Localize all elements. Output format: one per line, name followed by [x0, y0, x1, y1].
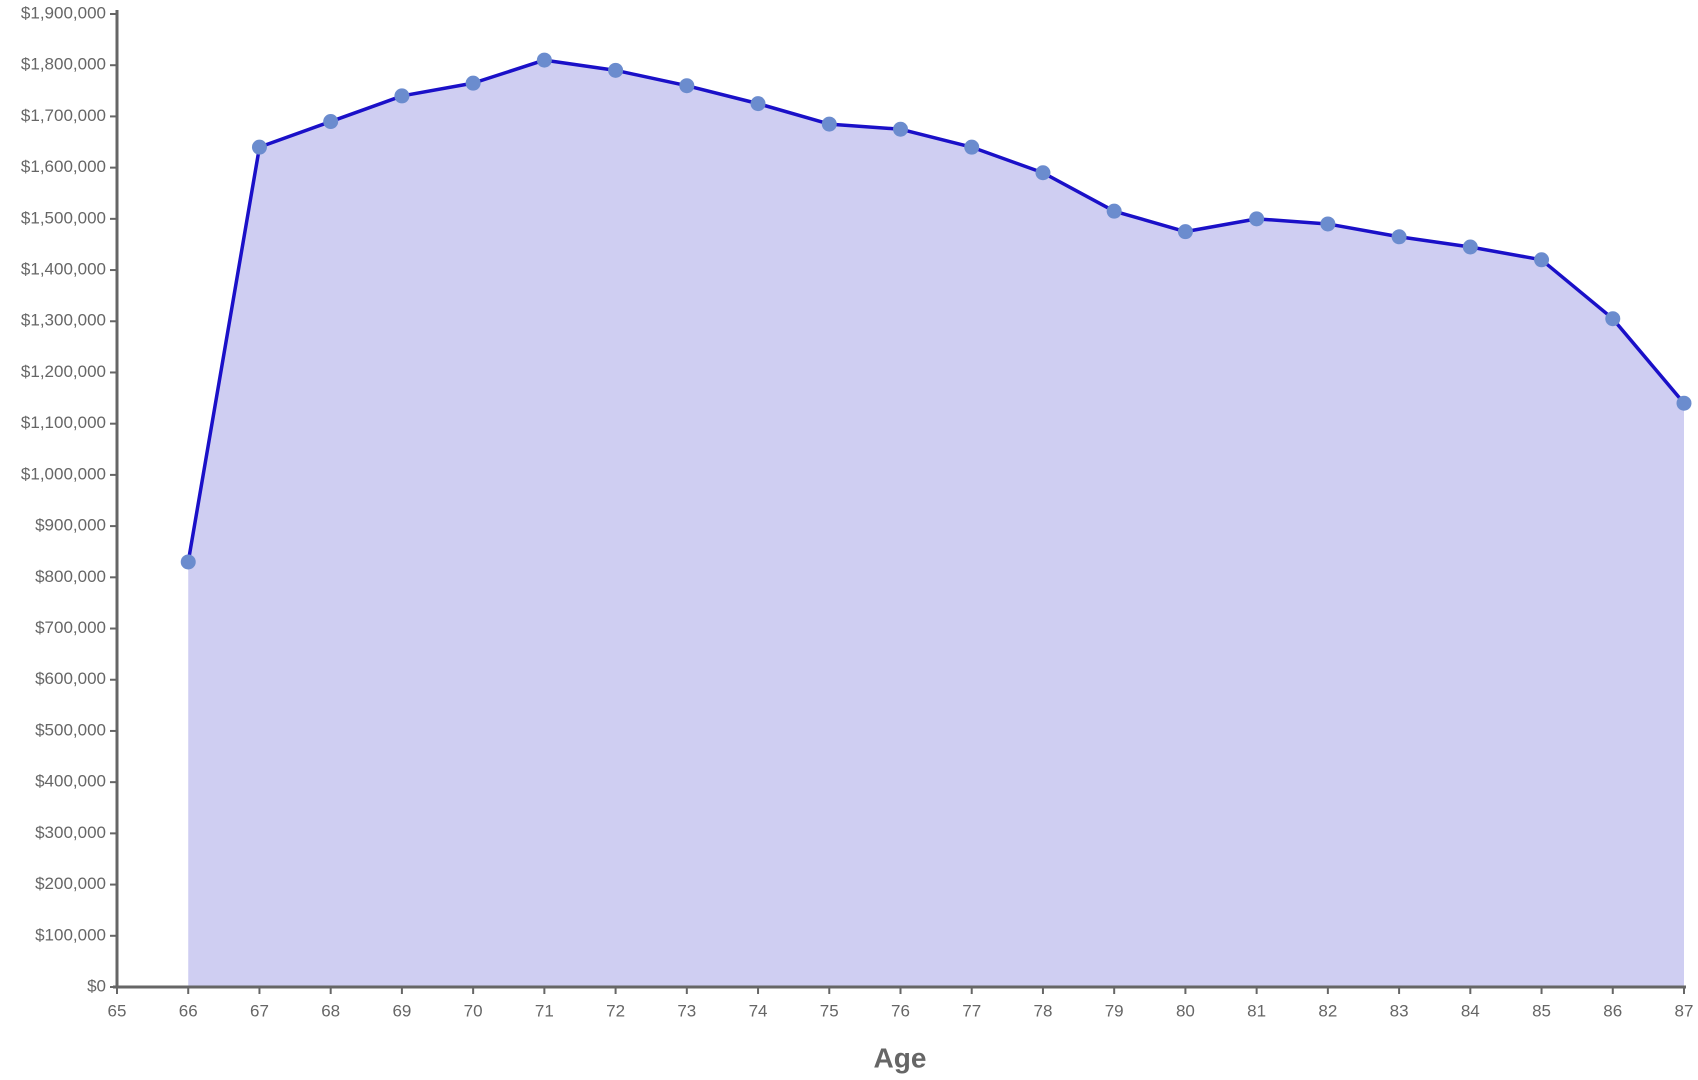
point — [1391, 229, 1407, 245]
y-tick-label: $1,700,000 — [21, 106, 106, 125]
point — [893, 121, 908, 137]
y-tick-label: $1,300,000 — [21, 311, 106, 330]
point — [750, 96, 766, 112]
x-tick-label: 87 — [1675, 1001, 1694, 1020]
point — [821, 116, 837, 132]
y-tick-label: $800,000 — [35, 567, 106, 586]
x-tick-label: 71 — [535, 1001, 554, 1020]
area-fill — [188, 60, 1684, 987]
x-tick-label: 80 — [1176, 1001, 1195, 1020]
x-tick-label: 82 — [1318, 1001, 1337, 1020]
x-tick-label: 67 — [250, 1001, 269, 1020]
x-tick-label: 77 — [962, 1001, 981, 1020]
y-tick-label: $500,000 — [35, 720, 106, 739]
point — [394, 88, 410, 104]
point — [1534, 252, 1550, 268]
x-tick-label: 70 — [464, 1001, 483, 1020]
point — [1462, 239, 1478, 255]
x-tick-label: 83 — [1390, 1001, 1409, 1020]
x-tick-label: 74 — [749, 1001, 768, 1020]
y-tick-label: $600,000 — [35, 669, 106, 688]
point — [1320, 216, 1336, 232]
point — [1249, 211, 1265, 227]
point — [1605, 311, 1621, 327]
y-tick-label: $1,000,000 — [21, 464, 106, 483]
y-tick-label: $400,000 — [35, 772, 106, 791]
y-tick-label: $300,000 — [35, 823, 106, 842]
point — [1177, 224, 1193, 240]
y-tick-label: $1,200,000 — [21, 362, 106, 381]
x-tick-label: 73 — [677, 1001, 696, 1020]
y-tick-label: $1,600,000 — [21, 157, 106, 176]
point — [1106, 203, 1122, 219]
x-tick-label: 69 — [392, 1001, 411, 1020]
x-tick-label: 85 — [1532, 1001, 1551, 1020]
x-tick-label: 65 — [108, 1001, 127, 1020]
x-tick-label: 78 — [1033, 1001, 1052, 1020]
y-tick-label: $0 — [87, 976, 106, 995]
y-tick-label: $1,100,000 — [21, 413, 106, 432]
point — [251, 139, 267, 155]
x-tick-label: 68 — [321, 1001, 340, 1020]
point — [964, 139, 980, 155]
point — [1676, 395, 1692, 411]
y-tick-label: $900,000 — [35, 516, 106, 535]
x-tick-label: 76 — [891, 1001, 910, 1020]
x-axis-title: Age — [874, 1042, 927, 1073]
y-tick-label: $1,900,000 — [21, 3, 106, 22]
point — [608, 62, 624, 78]
point — [180, 554, 196, 570]
point — [323, 114, 339, 130]
point — [679, 78, 695, 94]
y-tick-label: $700,000 — [35, 618, 106, 637]
y-tick-label: $1,500,000 — [21, 208, 106, 227]
point — [1035, 165, 1051, 181]
x-tick-label: 84 — [1461, 1001, 1480, 1020]
point — [465, 75, 481, 91]
line — [186, 58, 1686, 563]
y-tick-label: $1,800,000 — [21, 55, 106, 74]
x-tick-label: 75 — [820, 1001, 839, 1020]
x-tick-label: 72 — [606, 1001, 625, 1020]
x-tick-label: 86 — [1603, 1001, 1622, 1020]
y-tick-label: $1,400,000 — [21, 260, 106, 279]
x-tick-label: 66 — [179, 1001, 198, 1020]
y-tick-label: $200,000 — [35, 874, 106, 893]
x-tick-label: 81 — [1247, 1001, 1266, 1020]
point — [536, 52, 552, 68]
x-tick-label: 79 — [1105, 1001, 1124, 1020]
y-tick-label: $100,000 — [35, 925, 106, 944]
